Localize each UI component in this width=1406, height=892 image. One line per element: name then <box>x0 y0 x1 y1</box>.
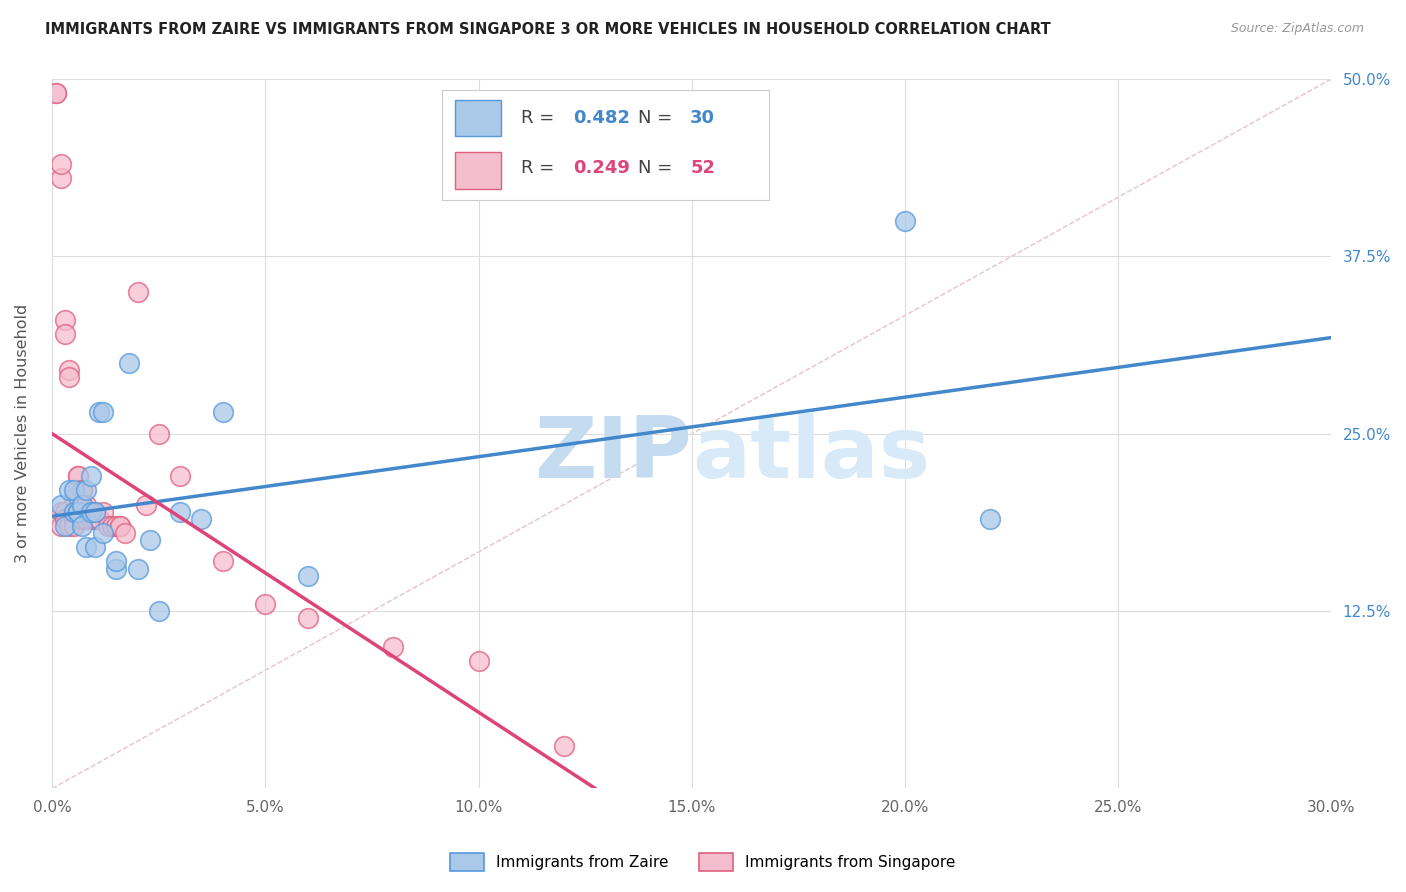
Point <box>297 611 319 625</box>
Point <box>979 512 1001 526</box>
Point <box>70 483 93 498</box>
Point <box>114 526 136 541</box>
Point <box>79 505 101 519</box>
Point <box>70 498 93 512</box>
Point <box>58 363 80 377</box>
Point <box>97 519 120 533</box>
Point <box>66 469 89 483</box>
Point <box>49 498 72 512</box>
Point <box>49 505 72 519</box>
Y-axis label: 3 or more Vehicles in Household: 3 or more Vehicles in Household <box>15 304 30 564</box>
Text: ZIP: ZIP <box>534 414 692 497</box>
Point <box>70 519 93 533</box>
Point <box>190 512 212 526</box>
Point <box>62 491 84 505</box>
Point <box>211 405 233 419</box>
Point <box>62 512 84 526</box>
Point <box>70 483 93 498</box>
Point <box>105 554 128 568</box>
Point <box>894 214 917 228</box>
Point <box>75 505 97 519</box>
Point <box>83 512 105 526</box>
Point <box>58 519 80 533</box>
Point <box>127 285 149 299</box>
Point <box>53 313 76 327</box>
Point <box>79 512 101 526</box>
Point <box>58 483 80 498</box>
Point <box>89 405 111 419</box>
Point <box>45 86 67 100</box>
Point <box>135 498 157 512</box>
Point <box>70 512 93 526</box>
Point <box>105 519 128 533</box>
Point <box>127 561 149 575</box>
Point <box>83 540 105 554</box>
Point <box>45 86 67 100</box>
Point <box>62 519 84 533</box>
Point <box>93 405 115 419</box>
Point <box>297 568 319 582</box>
Point <box>53 505 76 519</box>
Point <box>53 327 76 342</box>
Point <box>49 519 72 533</box>
Point <box>83 505 105 519</box>
Text: IMMIGRANTS FROM ZAIRE VS IMMIGRANTS FROM SINGAPORE 3 OR MORE VEHICLES IN HOUSEHO: IMMIGRANTS FROM ZAIRE VS IMMIGRANTS FROM… <box>45 22 1050 37</box>
Point <box>553 739 575 753</box>
Point <box>62 505 84 519</box>
Point <box>110 519 132 533</box>
Point <box>254 597 277 611</box>
Point <box>169 469 191 483</box>
Point <box>148 426 170 441</box>
Point <box>66 469 89 483</box>
Point <box>105 561 128 575</box>
Point <box>66 505 89 519</box>
Point <box>75 540 97 554</box>
Point <box>62 505 84 519</box>
Point <box>139 533 162 548</box>
Point <box>75 498 97 512</box>
Point <box>118 356 141 370</box>
Point <box>58 370 80 384</box>
Point <box>382 640 405 654</box>
Point <box>101 519 124 533</box>
Point <box>70 498 93 512</box>
Point <box>70 505 93 519</box>
Point <box>169 505 191 519</box>
Text: atlas: atlas <box>692 414 929 497</box>
Point <box>93 526 115 541</box>
Point <box>93 505 115 519</box>
Point <box>79 469 101 483</box>
Point <box>75 512 97 526</box>
Point <box>89 512 111 526</box>
Point <box>83 505 105 519</box>
Point <box>49 171 72 186</box>
Point <box>110 519 132 533</box>
Point <box>66 505 89 519</box>
Point <box>75 483 97 498</box>
Point <box>148 604 170 618</box>
Point <box>79 505 101 519</box>
Point <box>89 512 111 526</box>
Text: Source: ZipAtlas.com: Source: ZipAtlas.com <box>1230 22 1364 36</box>
Point <box>79 505 101 519</box>
Point <box>66 505 89 519</box>
Point <box>467 654 489 668</box>
Point <box>53 512 76 526</box>
Point <box>211 554 233 568</box>
Point <box>62 483 84 498</box>
Point <box>53 519 76 533</box>
Point <box>49 157 72 171</box>
Legend: Immigrants from Zaire, Immigrants from Singapore: Immigrants from Zaire, Immigrants from S… <box>444 847 962 877</box>
